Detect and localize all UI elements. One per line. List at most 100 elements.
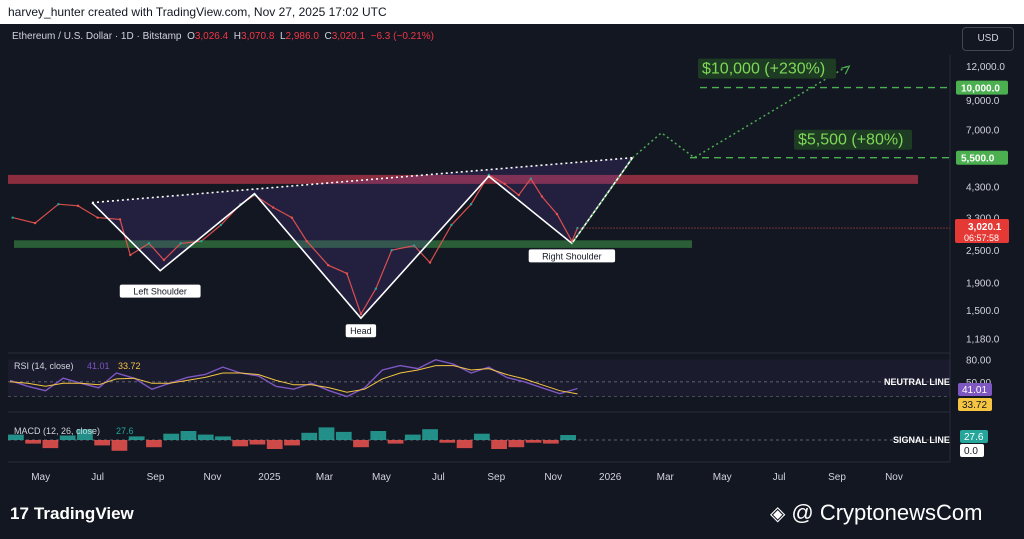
time-axis-tick: Nov — [544, 472, 562, 483]
price-point — [33, 221, 37, 225]
price-axis-tick: 1,500.0 — [966, 306, 1000, 317]
macd-bar — [404, 434, 421, 440]
rsi-axis-value: 41.01 — [962, 385, 987, 396]
price-point — [118, 218, 122, 221]
neutral-line-label: NEUTRAL LINE — [884, 377, 950, 387]
signal-line-label: SIGNAL LINE — [893, 435, 950, 445]
symbol-name[interactable]: Ethereum / U.S. Dollar · 1D · Bitstamp — [12, 31, 182, 42]
credit-text: harvey_hunter created with TradingView.c… — [8, 5, 387, 19]
target-label: $5,500 (+80%) — [798, 132, 903, 149]
time-axis-tick: May — [31, 472, 50, 483]
macd-bar — [335, 431, 352, 440]
target-axis-label: 5,500.0 — [961, 154, 995, 165]
open-value: 3,026.4 — [194, 31, 229, 42]
price-point — [412, 244, 416, 247]
price-point — [147, 242, 151, 245]
price-point — [555, 212, 559, 216]
rsi-ma-axis-value: 33.72 — [962, 400, 987, 411]
rsi-ma-legend-value: 33.72 — [118, 361, 141, 371]
price-point — [57, 203, 60, 206]
target-axis-label: 10,000.0 — [961, 84, 1000, 95]
price-point — [11, 216, 14, 219]
macd-bar — [387, 440, 404, 444]
price-point — [327, 264, 330, 267]
price-point — [96, 216, 99, 219]
macd-bar — [301, 432, 318, 440]
price-point — [200, 239, 203, 243]
currency-button[interactable]: USD — [962, 27, 1014, 51]
time-axis-tick: Jul — [432, 472, 445, 483]
macd-bar — [111, 440, 128, 451]
projection-path — [571, 65, 848, 244]
cryptonews-source: @ CryptonewsCom — [791, 500, 983, 525]
macd-bar — [42, 440, 59, 449]
rsi-legend-value: 41.01 — [87, 361, 110, 371]
price-point — [76, 204, 80, 208]
symbol-legend: Ethereum / U.S. Dollar · 1D · Bitstamp O… — [12, 31, 434, 42]
macd-bar — [163, 433, 180, 440]
time-axis-tick: Sep — [828, 472, 846, 483]
tradingview-brand: TradingView — [33, 504, 134, 523]
pattern-label: Left Shoulder — [133, 287, 187, 297]
support-zone — [14, 240, 692, 248]
macd-bar — [249, 440, 266, 445]
macd-bar — [59, 435, 76, 440]
cryptonews-diamond-icon: ◈ — [770, 503, 786, 525]
rsi-band — [8, 359, 950, 397]
macd-bar — [542, 440, 559, 444]
price-point — [540, 195, 544, 198]
high-label: H — [233, 31, 242, 42]
price-point — [359, 312, 363, 316]
target-axis-tag — [956, 150, 1008, 165]
last-price-value: 3,020.1 — [968, 222, 1002, 233]
macd-legend-value: 27.6 — [116, 426, 134, 436]
macd-title: MACD (12, 26, close) — [14, 426, 100, 436]
low-value: 2,986.0 — [285, 31, 319, 42]
price-point — [290, 216, 294, 219]
time-axis-tick: Jul — [91, 472, 104, 483]
macd-bar — [232, 440, 249, 447]
time-axis-tick: 2026 — [599, 472, 622, 483]
macd-axis-zero: 0.0 — [964, 446, 978, 457]
macd-axis-value: 27.6 — [964, 432, 984, 443]
macd-bar — [491, 440, 507, 449]
target-label: $10,000 (+230%) — [702, 61, 825, 78]
price-point — [517, 193, 520, 197]
price-axis-tick: 1,900.0 — [966, 278, 1000, 289]
macd-bar — [8, 434, 24, 440]
price-point — [129, 253, 132, 257]
macd-bar — [370, 431, 387, 440]
change-value: −6.3 (−0.21%) — [370, 31, 434, 42]
price-point — [450, 223, 453, 227]
price-point — [305, 239, 308, 243]
rsi-title: RSI (14, close) — [14, 361, 74, 371]
pattern-label: Head — [350, 326, 372, 336]
macd-bar — [560, 435, 576, 440]
tradingview-mark-icon: 17 — [10, 504, 29, 523]
macd-bar — [215, 436, 231, 440]
price-axis-tick: 9,000.0 — [966, 96, 1000, 107]
price-point — [162, 258, 166, 262]
pattern-label: Right Shoulder — [542, 251, 602, 261]
tradingview-logo[interactable]: 17 TradingView — [10, 504, 134, 524]
footer — [0, 488, 1024, 539]
pattern-label-bg — [345, 324, 377, 338]
macd-bar — [146, 440, 162, 448]
macd-bar — [439, 440, 456, 443]
last-price-tag — [955, 219, 1009, 244]
price-point — [219, 223, 223, 227]
time-axis-tick: Jul — [773, 472, 786, 483]
close-label: C — [324, 31, 332, 42]
macd-bar — [508, 440, 525, 448]
price-point — [428, 261, 432, 264]
pattern-label-bg — [528, 249, 616, 263]
time-axis-tick: 2025 — [258, 472, 281, 483]
price-point — [345, 272, 349, 275]
open-label: O — [187, 31, 195, 42]
price-point — [487, 173, 491, 177]
price-point — [390, 249, 393, 252]
pattern-fill — [92, 157, 633, 319]
macd-bar — [456, 440, 473, 449]
